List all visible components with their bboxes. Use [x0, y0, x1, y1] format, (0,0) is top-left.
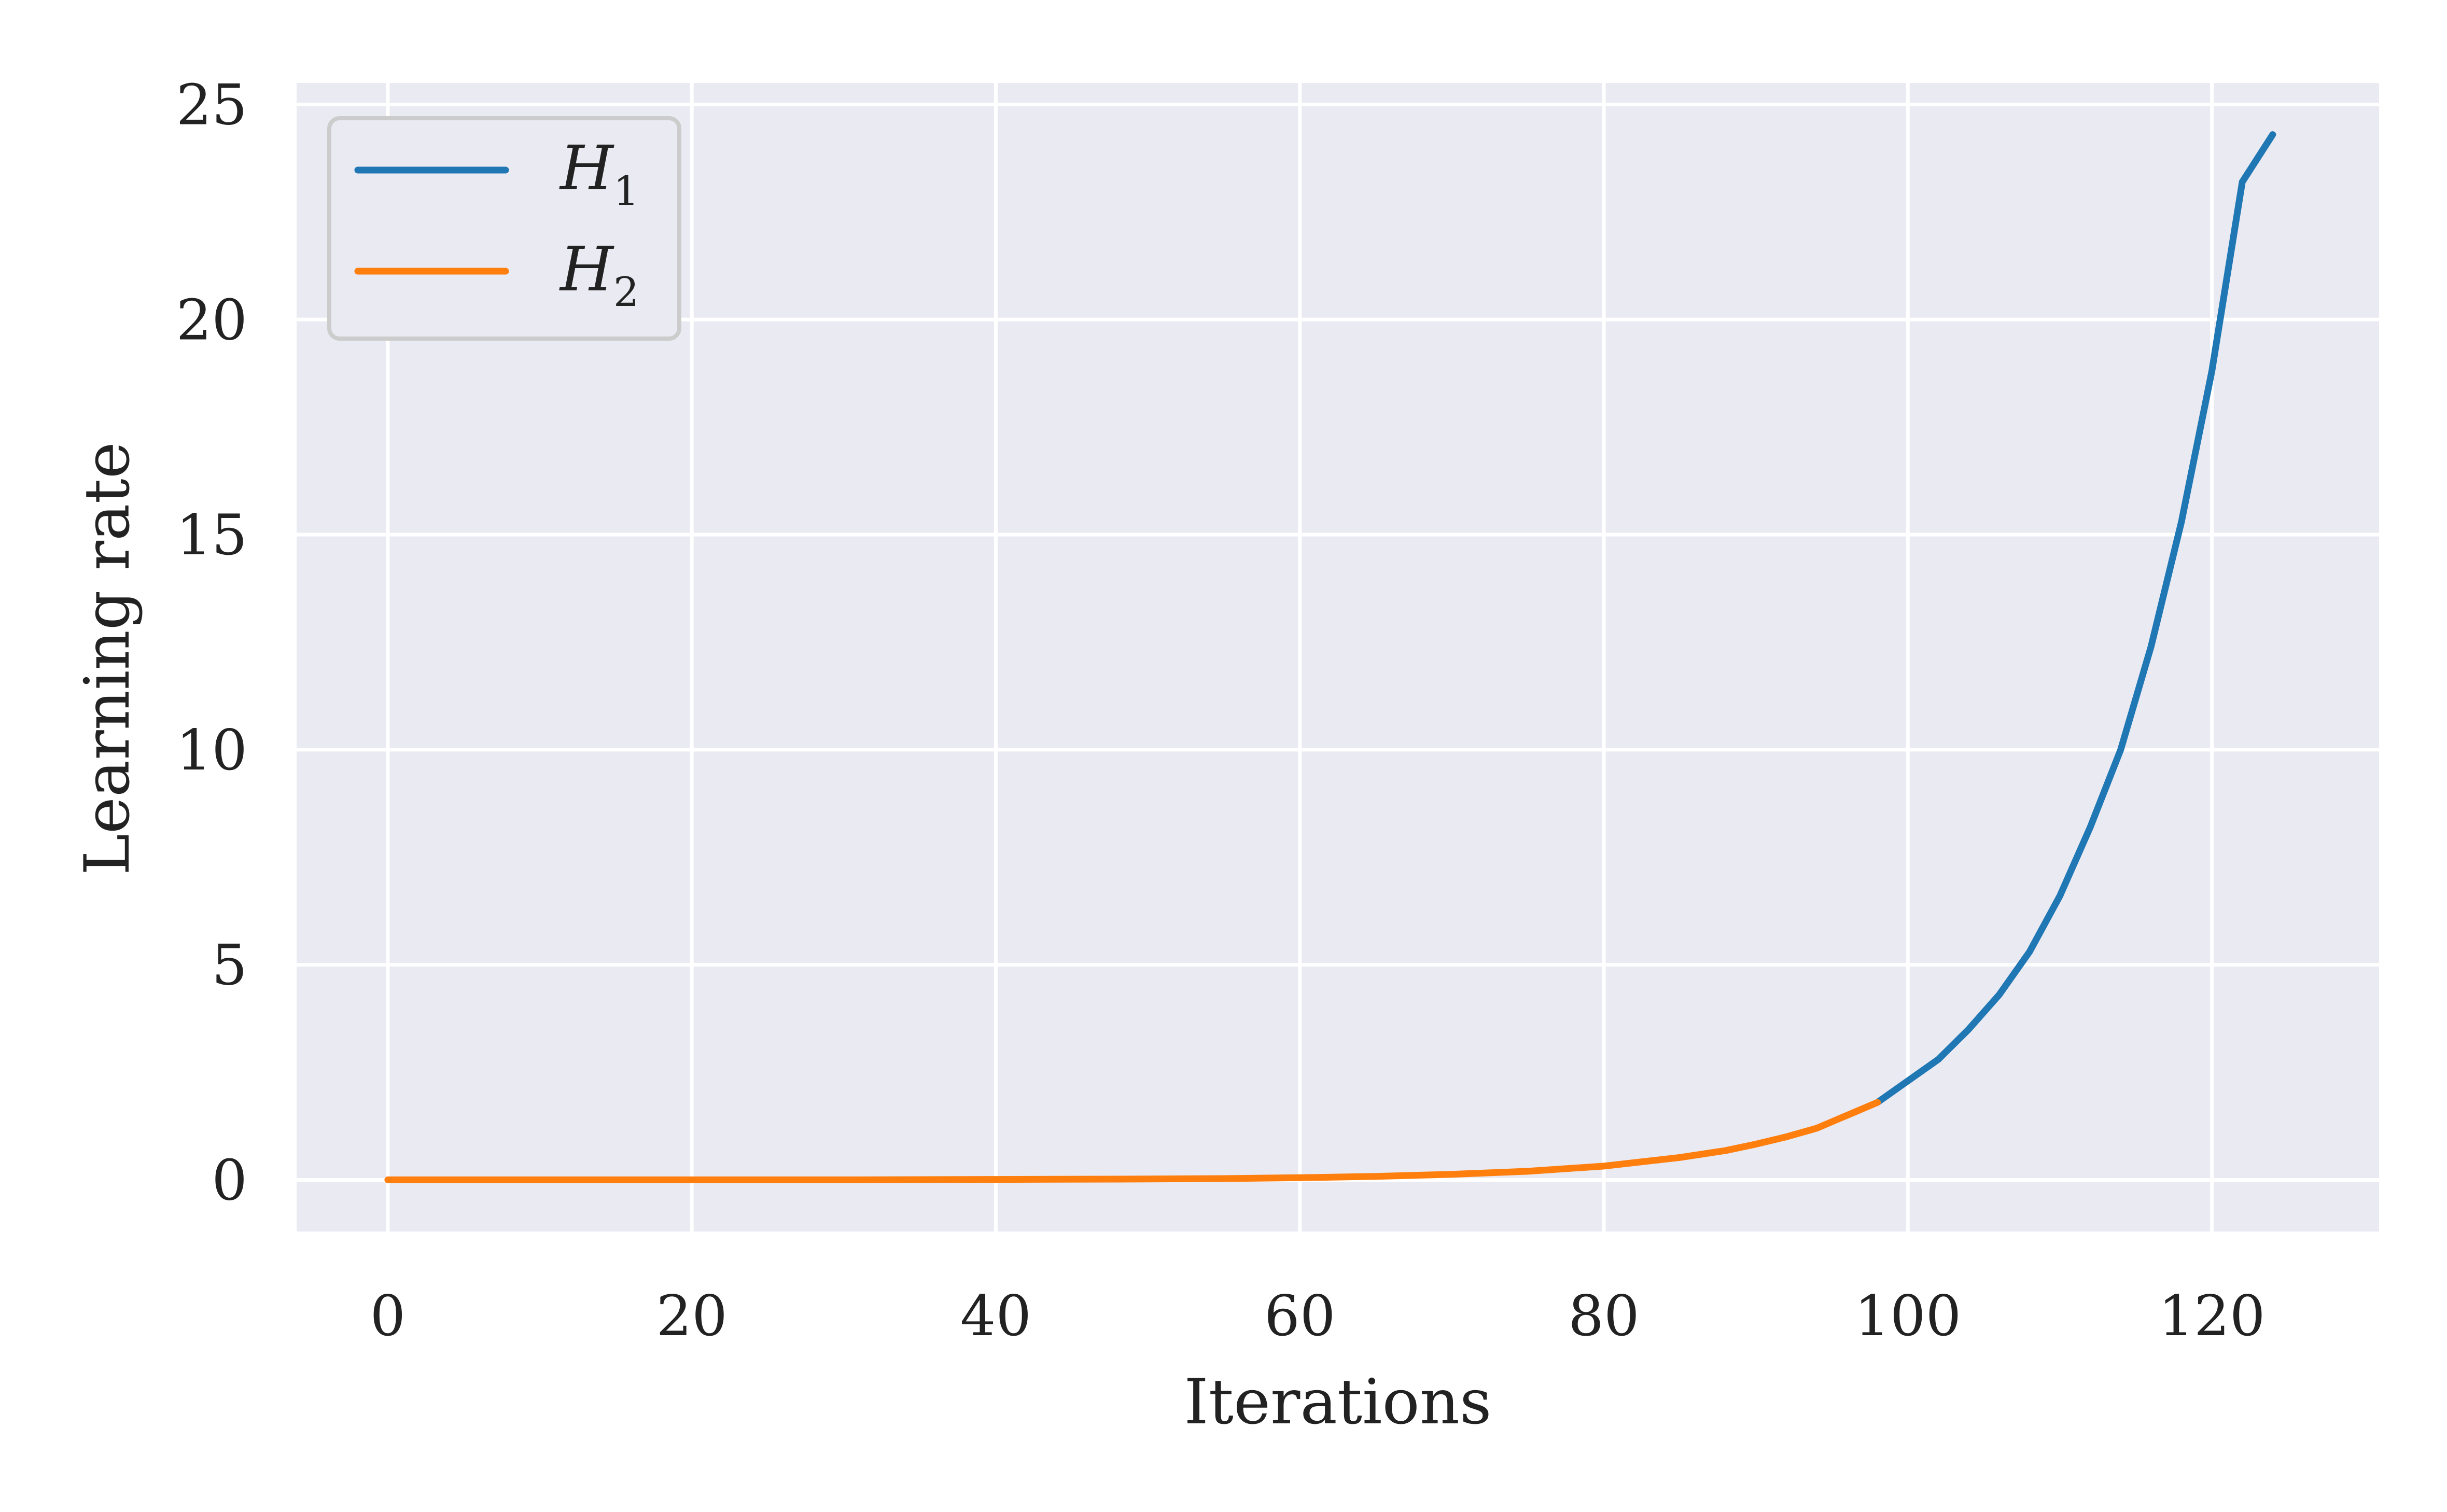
legend-label-h2-base: H [559, 233, 614, 305]
x-tick-label: 0 [370, 1284, 406, 1349]
legend: H1 H2 [327, 116, 681, 341]
x-tick-label: 20 [656, 1284, 727, 1349]
legend-label-h2: H2 [559, 233, 639, 316]
series-line-h2 [384, 1099, 1881, 1183]
legend-label-h1: H1 [559, 132, 639, 215]
y-tick-label: 20 [176, 288, 247, 353]
y-tick-label: 10 [176, 718, 247, 783]
series-line-h1 [1874, 131, 2276, 1106]
y-tick-label: 5 [212, 933, 247, 998]
x-tick-label: 80 [1568, 1284, 1639, 1349]
y-tick-label: 15 [176, 503, 247, 568]
legend-label-h2-sub: 2 [613, 269, 639, 316]
legend-label-h1-base: H [559, 132, 614, 204]
x-tick-label: 40 [960, 1284, 1031, 1349]
series-lines [384, 131, 2276, 1183]
x-tick-label: 60 [1264, 1284, 1335, 1349]
y-axis-label: Learning rate [72, 442, 144, 875]
x-axis-label: Iterations [1184, 1366, 1491, 1438]
legend-label-h1-sub: 1 [613, 168, 639, 215]
y-tick-label: 25 [176, 73, 247, 137]
x-tick-labels: 0 20 40 60 80 100 120 [370, 1284, 2266, 1349]
y-tick-label: 0 [212, 1148, 247, 1213]
x-tick-label: 100 [1854, 1284, 1961, 1349]
x-tick-label: 120 [2158, 1284, 2265, 1349]
y-tick-labels: 0 5 10 15 20 25 [176, 73, 247, 1213]
